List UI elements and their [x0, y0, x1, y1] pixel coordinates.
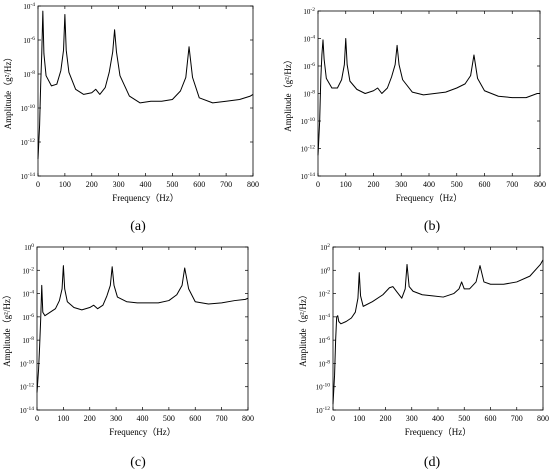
x-tick-label: 100: [340, 180, 352, 189]
x-tick-label: 0: [331, 414, 335, 423]
x-tick-label: 200: [368, 180, 380, 189]
panel-label: (c): [130, 455, 146, 470]
x-axis-label: Frequency（Hz）: [109, 427, 175, 437]
y-tick-label: 10-6: [22, 313, 34, 322]
x-tick-label: 600: [485, 414, 497, 423]
x-tick-label: 400: [137, 414, 149, 423]
y-tick-label: 10-6: [318, 336, 330, 345]
series-line: [37, 10, 254, 160]
x-tick-label: 300: [113, 180, 125, 189]
x-tick-label: 100: [353, 414, 365, 423]
x-tick-label: 200: [86, 180, 98, 189]
y-tick-label: 100: [24, 243, 34, 252]
x-tick-label: 700: [220, 180, 232, 189]
x-tick-label: 800: [537, 414, 549, 423]
plot-frame: [36, 246, 249, 411]
y-tick-label: 10-4: [318, 313, 330, 322]
y-tick-label: 10-10: [301, 117, 316, 126]
x-tick-label: 800: [247, 180, 259, 189]
y-tick-label: 10-12: [316, 406, 331, 415]
plot-frame: [317, 10, 541, 177]
series-line: [317, 38, 540, 156]
x-tick-label: 700: [216, 414, 228, 423]
y-tick-label: 10-14: [301, 172, 316, 181]
y-tick-label: 10-12: [21, 138, 36, 147]
x-tick-label: 300: [406, 414, 418, 423]
panel-label: (b): [424, 219, 441, 234]
y-tick-label: 10-2: [22, 266, 34, 275]
series-line: [36, 265, 249, 393]
y-tick-label: 100: [320, 266, 330, 275]
x-tick-label: 500: [166, 180, 178, 189]
x-tick-label: 0: [36, 180, 40, 189]
x-tick-label: 0: [316, 180, 320, 189]
x-tick-label: 700: [511, 414, 523, 423]
y-tick-label: 10-4: [303, 35, 315, 44]
y-tick-label: 10-2: [318, 290, 330, 299]
x-tick-label: 200: [380, 414, 392, 423]
x-axis-label: Frequency（Hz）: [405, 427, 471, 437]
x-tick-label: 500: [458, 414, 470, 423]
y-tick-label: 10-14: [21, 172, 36, 181]
y-tick-label: 10-12: [301, 145, 316, 154]
y-tick-label: 10-4: [22, 290, 34, 299]
x-tick-label: 800: [242, 414, 254, 423]
x-tick-label: 300: [395, 180, 407, 189]
y-tick-label: 10-10: [21, 104, 36, 113]
x-tick-label: 400: [140, 180, 152, 189]
plot-frame: [37, 5, 254, 177]
x-axis-label: Frequency（Hz）: [396, 193, 462, 203]
y-axis-label: Amplitude（g²/Hz）: [298, 290, 308, 367]
x-tick-label: 400: [432, 414, 444, 423]
y-tick-label: 10-10: [316, 383, 331, 392]
x-tick-label: 200: [84, 414, 96, 423]
panel-label: (d): [424, 455, 441, 470]
chart-panel-a: 0 100 200 300 400 500 600 700 800 10-14 10-12 10-10…: [3, 2, 259, 234]
series-line: [332, 259, 544, 405]
chart-panel-b: 0 100 200 300 400 500 600 700 800 10-14 10-12 10-10…: [283, 7, 546, 234]
y-tick-label: 10-8: [303, 90, 315, 99]
x-tick-label: 600: [193, 180, 205, 189]
y-tick-label: 10-8: [22, 336, 34, 345]
y-tick-label: 102: [320, 243, 330, 252]
y-tick-label: 10-12: [20, 383, 35, 392]
chart-panel-c: 0 100 200 300 400 500 600 700 800 10-14 10-12 10-10…: [2, 243, 254, 470]
y-tick-label: 10-2: [303, 7, 315, 16]
x-tick-label: 600: [479, 180, 491, 189]
x-tick-label: 600: [189, 414, 201, 423]
y-axis-label: Amplitude（g²/Hz）: [2, 290, 12, 367]
x-tick-label: 100: [59, 180, 71, 189]
x-tick-label: 800: [534, 180, 546, 189]
chart-panel-d: 0 100 200 300 400 500 600 700 800 10-12 10-10 10-8 1…: [298, 243, 549, 470]
panel-label: (a): [130, 219, 146, 234]
x-tick-label: 100: [57, 414, 69, 423]
y-axis-label: Amplitude（g²/Hz）: [283, 55, 293, 132]
x-tick-label: 0: [35, 414, 39, 423]
x-tick-label: 300: [110, 414, 122, 423]
y-tick-label: 10-6: [303, 62, 315, 71]
y-axis-label: Amplitude（g²/Hz）: [3, 53, 13, 130]
x-tick-label: 400: [423, 180, 435, 189]
x-axis-label: Frequency（Hz）: [112, 193, 178, 203]
x-tick-label: 700: [506, 180, 518, 189]
y-tick-label: 10-14: [20, 406, 35, 415]
y-tick-label: 10-8: [318, 359, 330, 368]
y-tick-label: 10-8: [23, 70, 35, 79]
x-tick-label: 500: [451, 180, 463, 189]
y-tick-label: 10-10: [20, 359, 35, 368]
plot-frame: [332, 246, 544, 411]
y-tick-label: 10-4: [23, 2, 35, 11]
y-tick-label: 10-6: [23, 36, 35, 45]
x-tick-label: 500: [163, 414, 175, 423]
